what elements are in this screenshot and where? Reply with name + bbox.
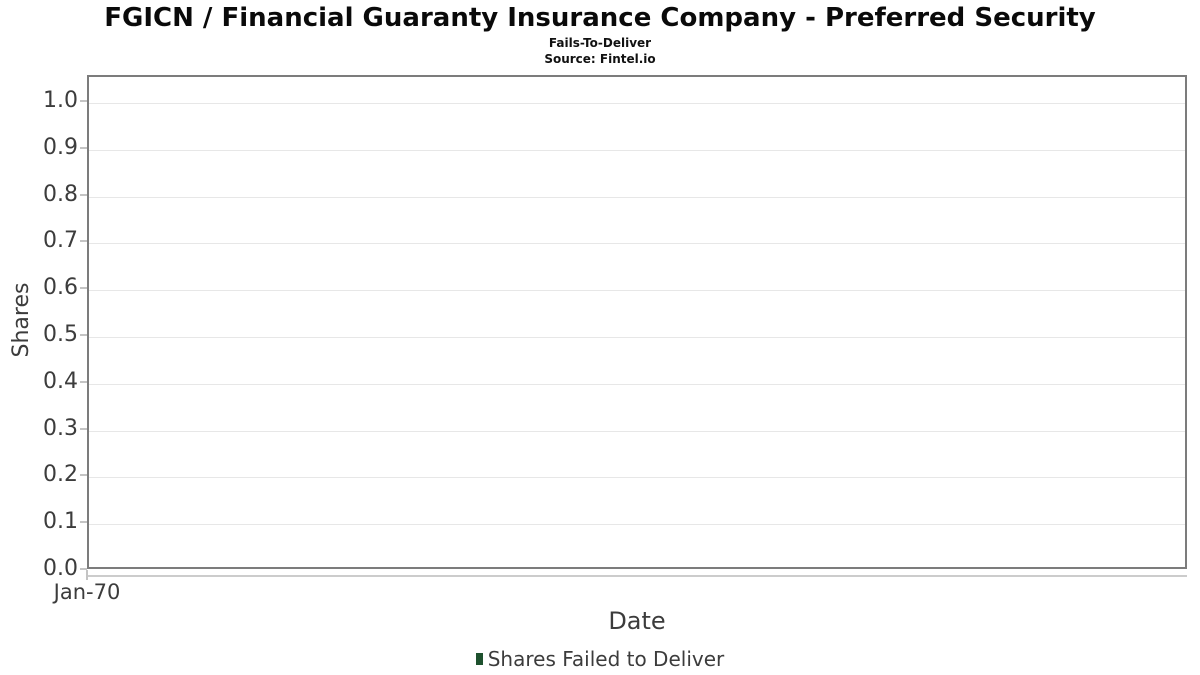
- y-tick-mark: [80, 240, 87, 243]
- plot-area: [87, 75, 1187, 569]
- y-tick-mark: [80, 100, 87, 102]
- gridline: [89, 149, 1185, 151]
- chart-subtitle: Fails-To-Deliver: [548, 36, 652, 50]
- y-tick-label: 0.5: [43, 322, 78, 347]
- y-tick-label: 0.1: [43, 509, 78, 535]
- x-axis-line: [87, 575, 1187, 577]
- y-tick-mark: [80, 521, 87, 524]
- chart-title: FGICN / Financial Guaranty Insurance Com…: [104, 3, 1096, 33]
- y-tick-label: 0.7: [43, 228, 78, 254]
- gridline: [89, 430, 1185, 432]
- y-tick-label: 0.0: [43, 556, 78, 581]
- gridline: [89, 383, 1185, 385]
- y-tick-mark: [80, 427, 87, 430]
- y-tick-label: 0.9: [43, 134, 78, 160]
- gridline: [89, 103, 1185, 104]
- y-tick-mark: [80, 146, 87, 149]
- gridline: [89, 243, 1185, 245]
- x-tick-label: Jan-70: [53, 580, 121, 604]
- y-tick-mark: [80, 568, 87, 570]
- legend-marker-icon: [475, 653, 483, 665]
- y-tick-label: 0.4: [43, 368, 78, 394]
- y-tick-mark: [80, 474, 87, 477]
- gridline: [89, 477, 1185, 479]
- y-axis-title: Shares: [9, 282, 34, 358]
- y-tick-label: 0.2: [43, 462, 78, 488]
- legend: Shares Failed to Deliver: [0, 647, 1200, 671]
- y-tick-label: 0.8: [43, 181, 78, 207]
- x-axis-title: Date: [608, 607, 666, 635]
- legend-label: Shares Failed to Deliver: [487, 647, 725, 671]
- y-tick-mark: [80, 193, 87, 196]
- chart-source-note: Source: Fintel.io: [544, 52, 656, 66]
- gridline: [89, 196, 1185, 198]
- gridline: [89, 290, 1185, 292]
- y-tick-label: 0.6: [43, 275, 78, 301]
- y-tick-mark: [80, 287, 87, 290]
- x-tick-mark: [86, 570, 88, 580]
- y-tick-label: 0.3: [43, 415, 78, 441]
- y-tick-label: 1.0: [43, 88, 78, 113]
- y-tick-mark: [80, 380, 87, 383]
- gridline: [89, 337, 1185, 338]
- y-tick-mark: [80, 334, 87, 336]
- gridline: [89, 524, 1185, 526]
